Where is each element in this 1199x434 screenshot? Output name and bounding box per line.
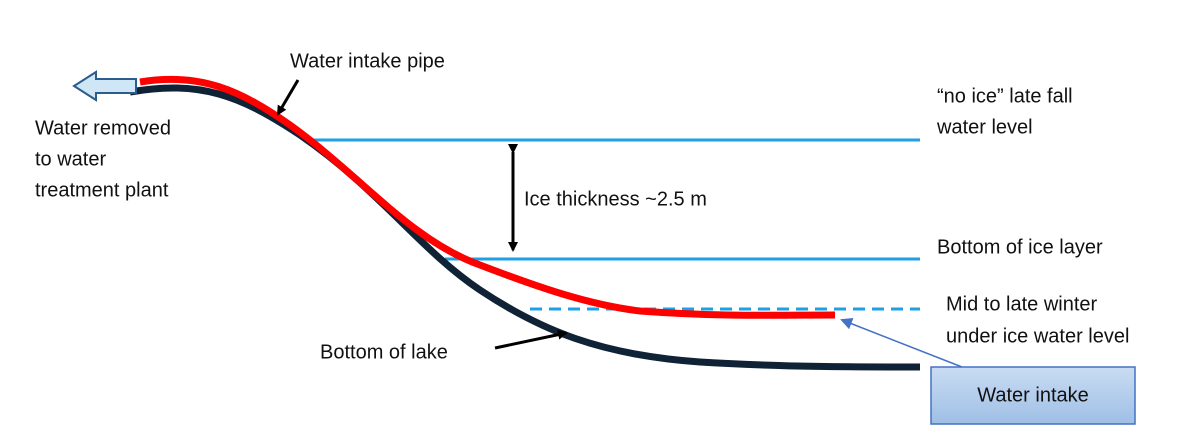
pipe-pointer [278,80,298,114]
diagram: Water intake pipe Water removed to water… [0,0,1199,434]
label: treatment plant [35,179,169,201]
lake-bottom [130,88,920,367]
intake-pointer [842,320,962,367]
label: water level [936,116,1033,138]
outflow-arrow [74,72,136,100]
lake-pointer [495,333,566,348]
label: Water removed [35,117,171,139]
label: to water [35,148,106,170]
intake-pipe [140,79,835,315]
label: Bottom of lake [320,341,448,363]
label: Mid to late winter [946,293,1098,315]
label: Ice thickness ~2.5 m [524,188,707,210]
label: Bottom of ice layer [937,236,1103,258]
label: Water intake pipe [290,50,445,72]
label: under ice water level [946,325,1129,347]
label: “no ice” late fall [937,85,1073,107]
label: Water intake [977,384,1089,406]
